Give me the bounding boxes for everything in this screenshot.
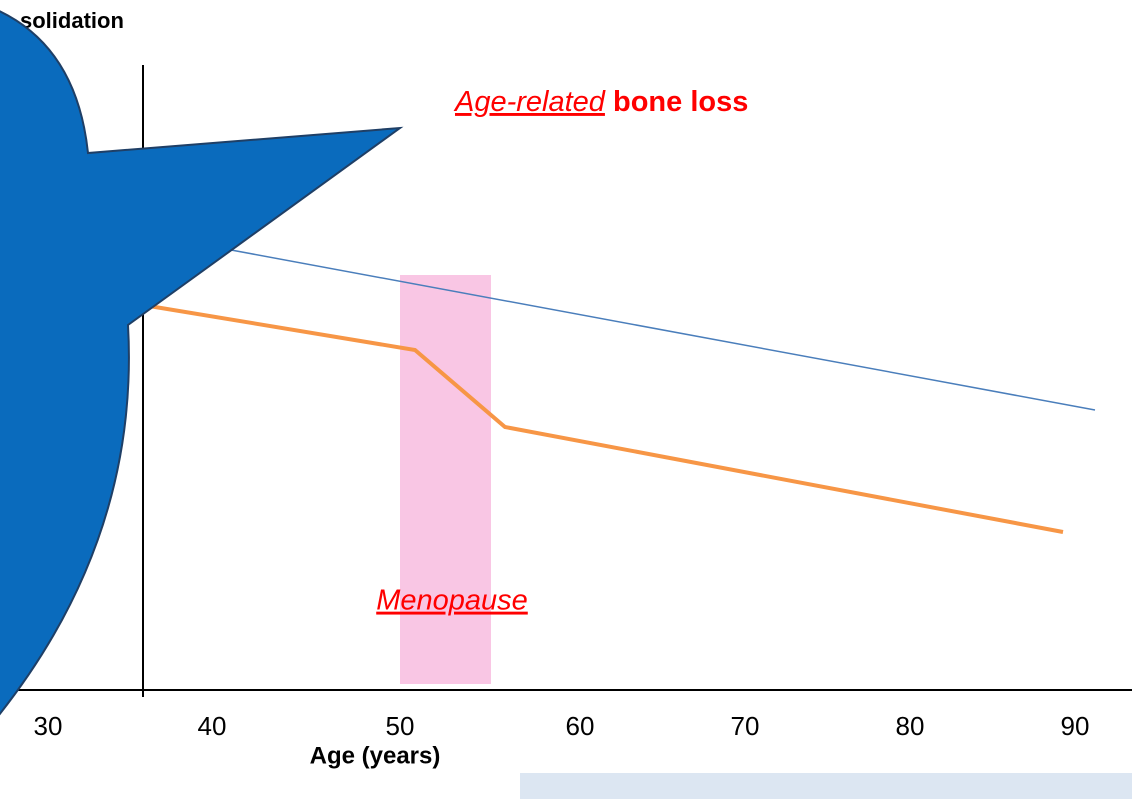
star-shape — [0, 10, 404, 716]
x-axis-title: Age (years) — [310, 742, 441, 769]
annotation-bold: bone loss — [613, 86, 748, 118]
note-box — [520, 773, 1132, 799]
annotation: Age-related bone loss — [453, 86, 748, 118]
peak-line — [149, 234, 1096, 411]
x-tick-label: 40 — [198, 711, 227, 741]
menopause-band — [400, 275, 491, 684]
x-tick-label: 90 — [1061, 711, 1090, 741]
x-tick-label: 50 — [386, 711, 415, 741]
band-label: Menopause — [376, 585, 528, 617]
x-tick-labels: 30 40 50 60 70 80 90 — [34, 711, 1090, 741]
x-tick-label: 30 — [34, 711, 63, 741]
x-tick-label: 80 — [896, 711, 925, 741]
x-tick-label: 60 — [566, 711, 595, 741]
x-tick-label: 70 — [731, 711, 760, 741]
y-axis-title: solidation — [20, 8, 124, 33]
annotation-italic: Age-related — [453, 86, 606, 118]
bone-loss-line — [142, 303, 1064, 534]
